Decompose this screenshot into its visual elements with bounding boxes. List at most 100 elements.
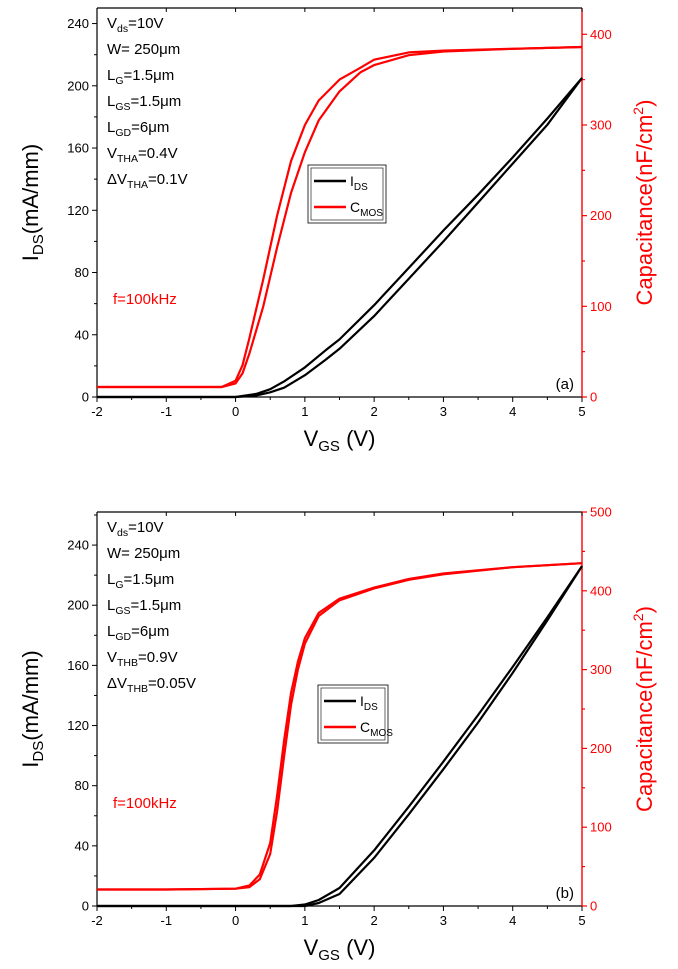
param-label: W= 250μm — [107, 41, 180, 58]
x-tick-label: 4 — [509, 913, 516, 928]
param-label: LG=1.5μm — [107, 67, 174, 87]
param-label: LGD=6μm — [107, 623, 169, 643]
y-axis-title: IDS(mA/mm) — [18, 144, 47, 261]
param-label: VTHB=0.9V — [107, 649, 178, 669]
text-part: L — [107, 597, 115, 614]
text-part: =6μm — [131, 623, 169, 640]
y2-tick-label: 0 — [590, 390, 597, 405]
text-part: =1.5μm — [124, 571, 175, 588]
y2-tick-label: 0 — [590, 899, 597, 914]
y-tick-label: 240 — [67, 538, 89, 553]
text-part: GD — [115, 631, 131, 643]
y2-tick-label: 100 — [590, 299, 612, 314]
text-part: =0.9V — [138, 649, 178, 666]
x-axis-title: VGS (V) — [304, 426, 376, 455]
text-part: I — [18, 255, 43, 261]
legend-label: CMOS — [350, 199, 383, 219]
text-part: ΔV — [107, 675, 127, 692]
param-label: ΔVTHB=0.05V — [107, 675, 196, 695]
text-part: =1.5μm — [124, 67, 175, 84]
param-label: LGS=1.5μm — [107, 597, 181, 617]
x-tick-label: -2 — [91, 404, 103, 419]
text-part: =0.4V — [138, 145, 178, 162]
text-part: V — [107, 15, 117, 32]
x-tick-label: -1 — [161, 404, 173, 419]
text-part: ) — [632, 100, 657, 107]
text-part: GS — [115, 101, 130, 113]
text-part: 2 — [630, 107, 646, 115]
text-part: ds — [117, 527, 128, 539]
text-part: Capacitance(nF/cm — [632, 115, 657, 306]
y-tick-label: 40 — [75, 327, 89, 342]
param-label: W= 250μm — [107, 545, 180, 562]
y2-tick-label: 100 — [590, 820, 612, 835]
x-tick-label: -2 — [91, 913, 103, 928]
param-label: LG=1.5μm — [107, 571, 174, 591]
text-part: I — [360, 693, 364, 709]
text-part: I — [350, 173, 354, 189]
text-part: THB — [117, 657, 138, 669]
text-part: W= 250μm — [107, 545, 180, 562]
y-tick-label: 200 — [67, 598, 89, 613]
y-axis-title: IDS(mA/mm) — [18, 650, 47, 767]
cmos-curve-reverse — [97, 45, 583, 389]
y-tick-label: 240 — [67, 16, 89, 31]
text-part: V — [107, 519, 117, 536]
frequency-label: f=100kHz — [113, 291, 177, 308]
text-part: L — [107, 93, 115, 110]
text-part: V — [107, 145, 117, 162]
text-part: L — [107, 67, 115, 84]
chart-panel-a: -2 -1 0 1 2 3 4 5040801201602002400100200300400… — [18, 7, 657, 455]
text-part: G — [115, 579, 123, 591]
legend-label: IDS — [350, 173, 368, 193]
y2-axis-title: Capacitance(nF/cm2) — [630, 606, 657, 812]
text-part: (V) — [340, 935, 375, 960]
cmos-curve-forward — [97, 45, 583, 389]
text-part: G — [115, 75, 123, 87]
y-tick-label: 200 — [67, 78, 89, 93]
text-part: I — [18, 762, 43, 768]
param-label: VTHA=0.4V — [107, 145, 178, 165]
text-part: ΔV — [107, 171, 127, 188]
panel-label: (a) — [556, 376, 574, 393]
param-label: Vds=10V — [107, 519, 164, 539]
y2-tick-label: 300 — [590, 662, 612, 677]
y-tick-label: 0 — [82, 390, 89, 405]
text-part: V — [304, 935, 319, 960]
text-part: (mA/mm) — [18, 650, 43, 740]
text-part: =10V — [128, 519, 163, 536]
x-tick-label: 1 — [301, 913, 308, 928]
y-tick-label: 160 — [67, 141, 89, 156]
ids-curve-reverse — [97, 565, 583, 908]
x-tick-label: 2 — [371, 913, 378, 928]
text-part: =0.1V — [148, 171, 188, 188]
y2-tick-label: 400 — [590, 27, 612, 42]
text-part: DS — [30, 741, 47, 762]
text-part: =6μm — [131, 119, 169, 136]
text-part: THA — [117, 153, 138, 165]
text-part: =0.05V — [148, 675, 196, 692]
text-part: V — [107, 649, 117, 666]
x-tick-label: 5 — [578, 404, 585, 419]
text-part: MOS — [370, 728, 393, 739]
y-tick-label: 120 — [67, 203, 89, 218]
legend: IDS CMOS — [307, 164, 387, 224]
text-part: W= 250μm — [107, 41, 180, 58]
y-tick-label: 160 — [67, 658, 89, 673]
text-part: (mA/mm) — [18, 144, 43, 234]
param-label: ΔVTHA=0.1V — [107, 171, 188, 191]
text-part: =1.5μm — [131, 597, 182, 614]
x-tick-label: 3 — [440, 404, 447, 419]
text-part: V — [304, 426, 319, 451]
x-tick-label: 0 — [232, 404, 239, 419]
y-tick-label: 0 — [82, 899, 89, 914]
text-part: L — [107, 119, 115, 136]
text-part: 2 — [630, 613, 646, 621]
text-part: DS — [30, 234, 47, 255]
legend-inner-box — [320, 687, 386, 741]
x-axis-title: VGS (V) — [304, 935, 376, 964]
text-part: THA — [127, 179, 148, 191]
text-part: =1.5μm — [131, 93, 182, 110]
text-part: DS — [364, 702, 378, 713]
text-part: L — [107, 571, 115, 588]
